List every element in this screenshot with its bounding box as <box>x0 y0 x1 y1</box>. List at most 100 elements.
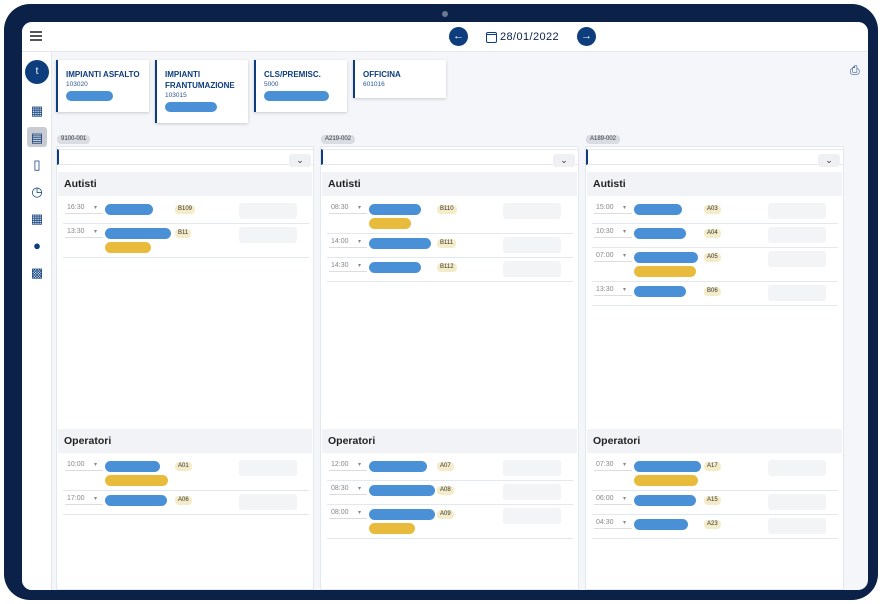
plant-card-asfalto[interactable]: IMPIANTI ASFALTO 103020 <box>56 60 149 112</box>
note-field[interactable] <box>768 203 826 219</box>
assignment-bar[interactable] <box>634 519 688 530</box>
time-select[interactable]: 14:30 <box>331 262 349 269</box>
table-row[interactable]: 07:30 ▾ A17 <box>592 457 838 491</box>
chevron-down-icon[interactable]: ⌄ <box>553 154 575 167</box>
table-row[interactable]: 08:30 ▾ B110 <box>327 200 573 234</box>
printer-icon[interactable]: ⎙ <box>850 63 860 77</box>
prev-day-button[interactable]: ← <box>449 27 468 46</box>
time-select[interactable]: 08:30 <box>331 204 349 211</box>
table-row[interactable]: 08:30 ▾ A08 <box>327 481 573 505</box>
assignment-bar[interactable] <box>634 228 686 239</box>
assignment-bar-secondary[interactable] <box>369 218 411 229</box>
hamburger-menu-icon[interactable] <box>30 31 42 41</box>
note-field[interactable] <box>503 460 561 476</box>
section-title-operators: Operatori <box>322 429 577 453</box>
time-select[interactable]: 12:00 <box>331 461 349 468</box>
note-field[interactable] <box>239 227 297 243</box>
assignment-bar[interactable] <box>369 238 431 249</box>
next-day-button[interactable]: → <box>577 27 596 46</box>
chevron-down-icon[interactable]: ⌄ <box>289 154 311 167</box>
note-field[interactable] <box>503 508 561 524</box>
time-select[interactable]: 07:30 <box>596 461 614 468</box>
table-row[interactable]: 04:30 ▾ A23 <box>592 515 838 539</box>
column-selector[interactable]: ⌄ <box>57 149 313 167</box>
assignment-bar[interactable] <box>105 204 153 215</box>
note-field[interactable] <box>768 285 826 301</box>
note-field[interactable] <box>503 261 561 277</box>
assignment-bar[interactable] <box>369 204 421 215</box>
note-field[interactable] <box>503 203 561 219</box>
note-field[interactable] <box>503 484 561 500</box>
assignment-bar-secondary[interactable] <box>634 475 698 486</box>
table-row[interactable]: 16:30 ▾ B109 <box>63 200 309 224</box>
note-field[interactable] <box>768 227 826 243</box>
note-field[interactable] <box>768 518 826 534</box>
plant-name: OFFICINA <box>363 70 401 79</box>
sidebar-item-users[interactable]: ● <box>27 235 47 255</box>
assignment-bar[interactable] <box>369 509 435 520</box>
time-select[interactable]: 13:30 <box>67 228 85 235</box>
assignment-bar-secondary[interactable] <box>105 475 168 486</box>
assignment-bar-secondary[interactable] <box>634 266 696 277</box>
time-select[interactable]: 13:30 <box>596 286 614 293</box>
table-row[interactable]: 13:30 ▾ B06 <box>592 282 838 306</box>
assignment-bar-secondary[interactable] <box>369 523 415 534</box>
table-row[interactable]: 08:00 ▾ A09 <box>327 505 573 539</box>
assignment-bar[interactable] <box>105 461 160 472</box>
time-select[interactable]: 08:00 <box>331 509 349 516</box>
assignment-bar[interactable] <box>634 252 698 263</box>
assignment-bar[interactable] <box>634 286 686 297</box>
time-select[interactable]: 08:30 <box>331 485 349 492</box>
time-select[interactable]: 10:00 <box>67 461 85 468</box>
sidebar-item-calendar[interactable]: ▤ <box>27 127 47 147</box>
table-row[interactable]: 06:00 ▾ A15 <box>592 491 838 515</box>
note-field[interactable] <box>768 251 826 267</box>
time-select[interactable]: 17:00 <box>67 495 85 502</box>
assignment-bar[interactable] <box>634 495 696 506</box>
column-selector[interactable]: ⌄ <box>586 149 843 167</box>
table-row[interactable]: 13:30 ▾ B11 <box>63 224 309 258</box>
note-field[interactable] <box>503 237 561 253</box>
note-field[interactable] <box>768 460 826 476</box>
table-row[interactable]: 10:00 ▾ A01 <box>63 457 309 491</box>
assignment-bar[interactable] <box>369 461 427 472</box>
note-field[interactable] <box>239 203 297 219</box>
date-picker[interactable]: 28/01/2022 <box>486 28 559 46</box>
sidebar-item-dashboard[interactable]: ▦ <box>27 100 47 120</box>
time-select[interactable]: 06:00 <box>596 495 614 502</box>
assignment-bar[interactable] <box>634 204 682 215</box>
assignment-bar[interactable] <box>105 228 171 239</box>
note-field[interactable] <box>239 460 297 476</box>
table-row[interactable]: 15:00 ▾ A03 <box>592 200 838 224</box>
table-row[interactable]: 10:30 ▾ A04 <box>592 224 838 248</box>
time-select[interactable]: 15:00 <box>596 204 614 211</box>
note-field[interactable] <box>768 494 826 510</box>
assignment-bar[interactable] <box>369 485 435 496</box>
sidebar-item-buildings[interactable]: ▩ <box>27 262 47 282</box>
plant-card-frantumazione[interactable]: IMPIANTI FRANTUMAZIONE 103015 <box>155 60 248 123</box>
table-row[interactable]: 07:00 ▾ A05 <box>592 248 838 282</box>
avatar[interactable]: t <box>25 60 49 84</box>
plant-card-officina[interactable]: OFFICINA 601016 <box>353 60 446 98</box>
note-field[interactable] <box>239 494 297 510</box>
table-row[interactable]: 17:00 ▾ A06 <box>63 491 309 515</box>
sidebar-item-history[interactable]: ◷ <box>27 181 47 201</box>
time-select[interactable]: 14:00 <box>331 238 349 245</box>
table-row[interactable]: 14:00 ▾ B111 <box>327 234 573 258</box>
chevron-down-icon[interactable]: ⌄ <box>818 154 840 167</box>
time-select[interactable]: 10:30 <box>596 228 614 235</box>
assignment-bar[interactable] <box>369 262 421 273</box>
plant-card-cls[interactable]: CLS/PREMISC. 5000 <box>254 60 347 112</box>
assignment-bar[interactable] <box>634 461 701 472</box>
table-row[interactable]: 12:00 ▾ A07 <box>327 457 573 481</box>
table-row[interactable]: 14:30 ▾ B112 <box>327 258 573 282</box>
time-select[interactable]: 04:30 <box>596 519 614 526</box>
time-select[interactable]: 16:30 <box>67 204 85 211</box>
column-selector[interactable]: ⌄ <box>321 149 578 167</box>
assignment-bar[interactable] <box>105 495 167 506</box>
assignment-bar-secondary[interactable] <box>105 242 151 253</box>
sidebar-item-schedule[interactable]: ▦ <box>27 208 47 228</box>
sidebar-item-clipboard[interactable]: ▯ <box>27 154 47 174</box>
plant-status-bar <box>66 91 113 101</box>
time-select[interactable]: 07:00 <box>596 252 614 259</box>
